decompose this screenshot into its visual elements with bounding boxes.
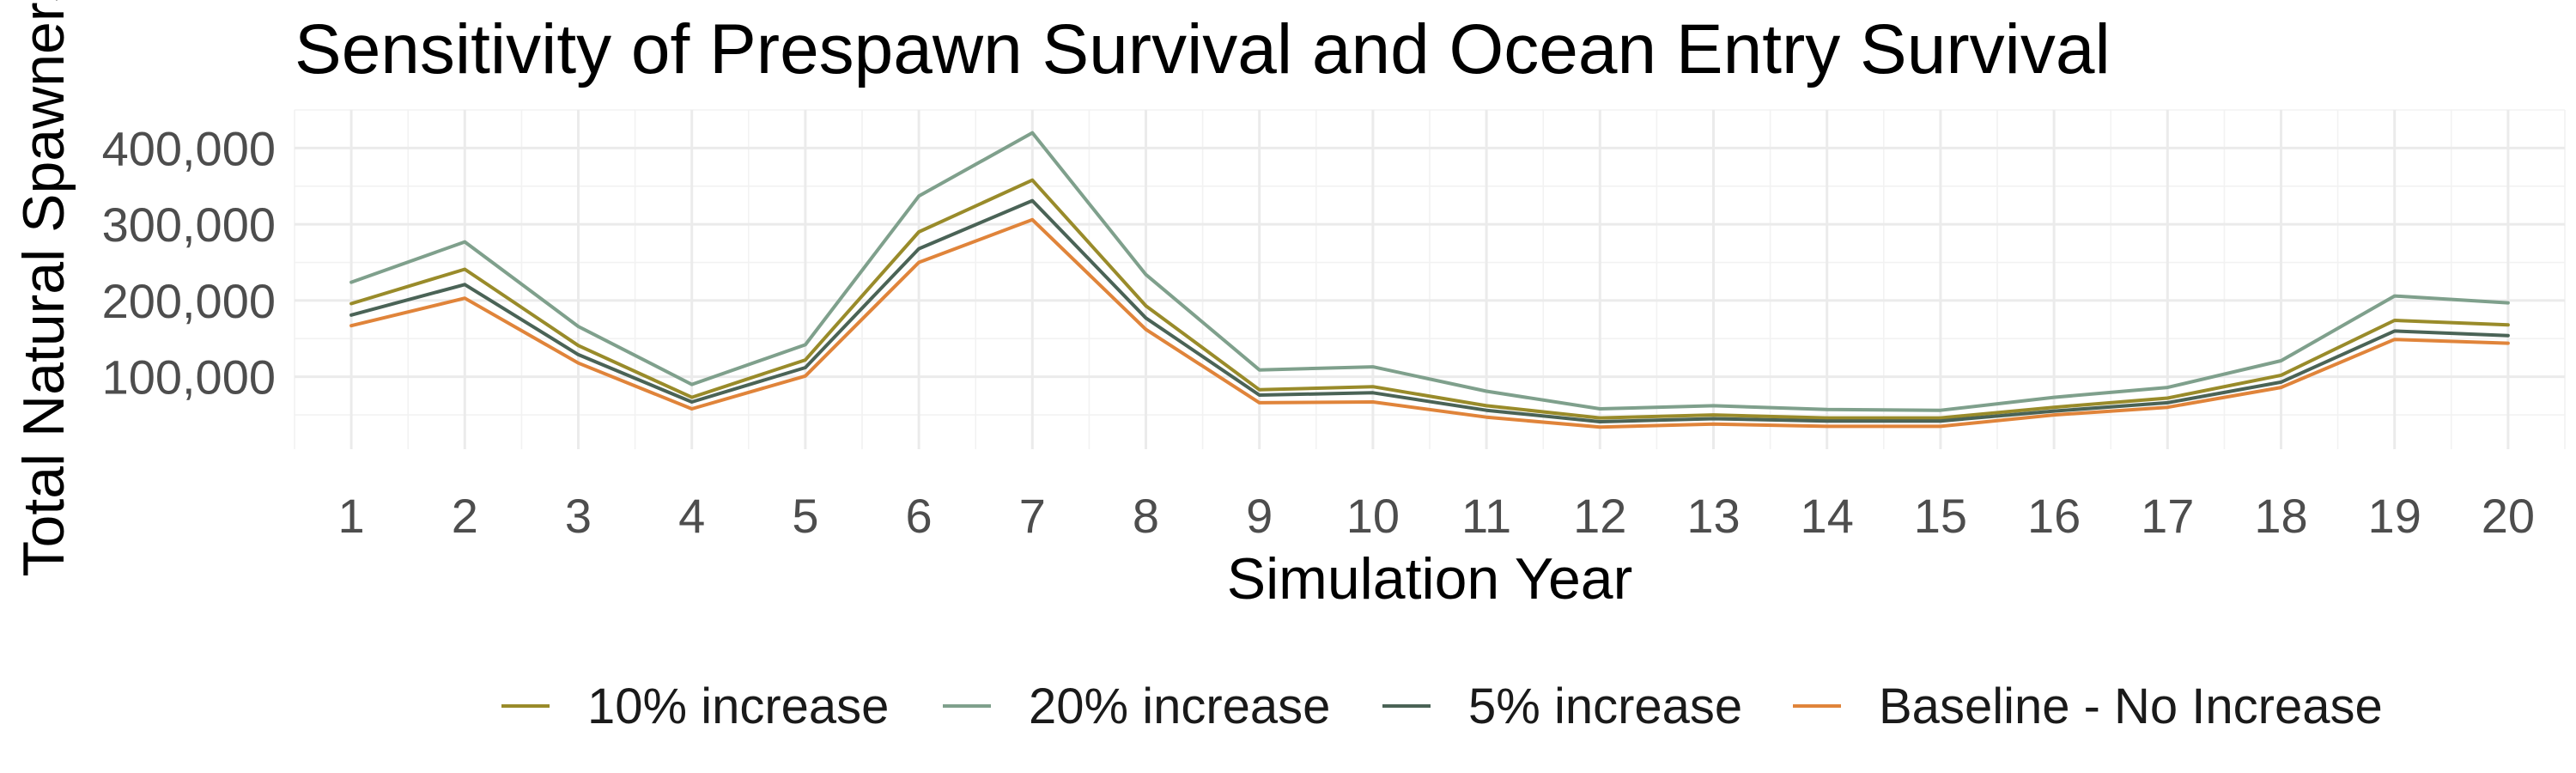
x-tick-label: 13 (1686, 489, 1740, 543)
legend-label: 5% increase (1468, 679, 1742, 734)
series-line (349, 178, 2510, 420)
x-tick-label: 9 (1246, 489, 1273, 543)
y-axis-tick-labels: 100,000 200,000 300,000 400,000 (102, 121, 276, 404)
series-line (349, 131, 2510, 412)
x-tick-label: 18 (2254, 489, 2307, 543)
y-tick-label: 100,000 (102, 350, 276, 405)
x-tick-label: 1 (338, 489, 365, 543)
x-tick-label: 8 (1133, 489, 1159, 543)
x-tick-label: 17 (2141, 489, 2194, 543)
series-line (349, 198, 2510, 423)
x-tick-label: 12 (1573, 489, 1626, 543)
x-tick-label: 3 (565, 489, 592, 543)
legend-label: Baseline - No Increase (1879, 679, 2383, 734)
chart-title: Sensitivity of Prespawn Survival and Oce… (295, 10, 2111, 88)
x-tick-label: 20 (2482, 489, 2535, 543)
legend-label: 10% increase (587, 679, 889, 734)
x-tick-label: 6 (906, 489, 933, 543)
x-tick-label: 7 (1019, 489, 1046, 543)
series-lines (349, 131, 2510, 429)
x-tick-label: 4 (678, 489, 705, 543)
x-tick-label: 16 (2027, 489, 2081, 543)
y-tick-label: 300,000 (102, 198, 276, 252)
x-tick-label: 19 (2368, 489, 2421, 543)
x-tick-label: 10 (1346, 489, 1400, 543)
x-axis-tick-labels: 1 2 3 4 5 6 7 8 9 10 11 12 13 14 15 16 17 18 19 20 (338, 489, 2536, 543)
legend-label: 20% increase (1029, 679, 1330, 734)
x-tick-label: 11 (1461, 489, 1511, 543)
x-tick-label: 15 (1914, 489, 1967, 543)
x-tick-label: 5 (792, 489, 818, 543)
legend-item: Baseline - No Increase (1793, 679, 2383, 734)
y-tick-label: 400,000 (102, 121, 276, 175)
legend-item: 20% increase (943, 679, 1330, 734)
x-axis-title: Simulation Year (1227, 546, 1633, 612)
x-tick-label: 2 (452, 489, 478, 543)
legend-item: 5% increase (1382, 679, 1742, 734)
x-tick-label: 14 (1801, 489, 1854, 543)
y-tick-label: 200,000 (102, 274, 276, 328)
series-line (349, 217, 2510, 429)
legend: 10% increase 20% increase 5% increase Basel… (501, 679, 2383, 734)
y-axis-title: Total Natural Spawners (11, 0, 76, 577)
legend-item: 10% increase (501, 679, 889, 734)
